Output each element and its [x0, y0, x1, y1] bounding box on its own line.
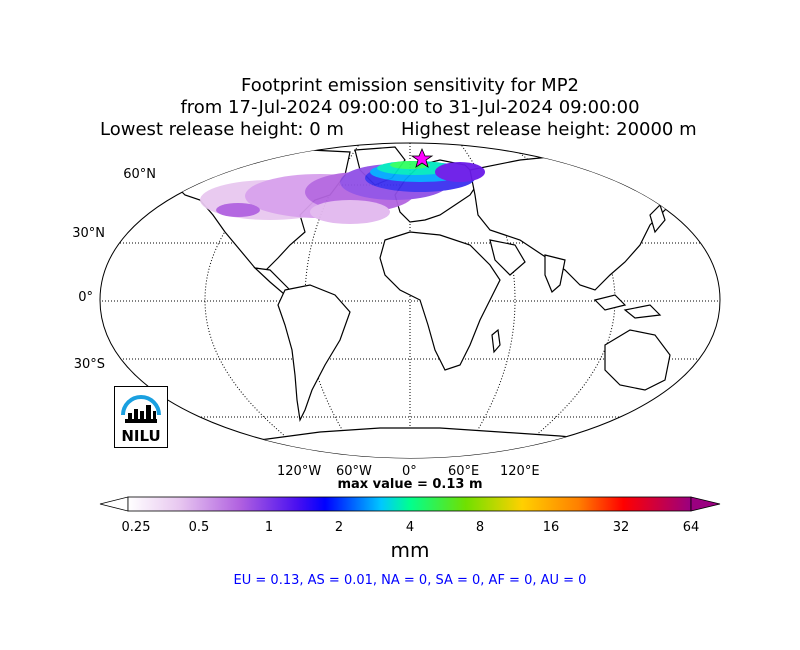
colorbar-tick: 4 [405, 520, 415, 535]
colorbar-tick: 1 [264, 520, 274, 535]
max-value-label: max value = 0.13 m [337, 477, 483, 492]
plot-title-line3: Lowest release height: 0 m Highest relea… [100, 119, 740, 141]
colorbar-low-extension [99, 496, 129, 512]
lon-label-0: 0° [402, 464, 417, 479]
lon-label-120w: 120°W [277, 464, 322, 479]
colorbar-high-extension [690, 496, 721, 512]
colorbar-tick: 8 [475, 520, 485, 535]
lat-label-30n: 30°N [72, 226, 105, 241]
colorbar-units: mm [390, 538, 430, 562]
colorbar-tick: 0.5 [188, 520, 210, 535]
colorbar-tick: 32 [612, 520, 630, 535]
regional-stats: EU = 0.13, AS = 0.01, NA = 0, SA = 0, AF… [233, 573, 587, 588]
colorbar-tick: 0.25 [121, 520, 151, 535]
colorbar-tick: 16 [542, 520, 560, 535]
logo-text: NILU [121, 427, 161, 445]
lon-label-120e: 120°E [500, 464, 540, 479]
lon-label-60e: 60°E [448, 464, 480, 479]
lowest-release-height: Lowest release height: 0 m [100, 119, 344, 140]
lon-label-60w: 60°W [336, 464, 372, 479]
lat-label-30s: 30°S [73, 357, 105, 372]
logo-graphic [121, 395, 161, 423]
colorbar-gradient [127, 496, 692, 512]
highest-release-height: Highest release height: 20000 m [401, 119, 697, 140]
plot-title-line1: Footprint emission sensitivity for MP2 [240, 75, 579, 96]
lat-label-0: 0° [78, 290, 93, 305]
star-icon [410, 147, 434, 168]
colorbar-tick: 2 [334, 520, 344, 535]
lat-label-60n: 60°N [123, 167, 156, 182]
sensitivity-plume [200, 161, 485, 224]
colorbar [99, 496, 721, 512]
nilu-logo: NILU [114, 386, 168, 448]
colorbar-tick: 64 [682, 520, 700, 535]
plot-title-line2: from 17-Jul-2024 09:00:00 to 31-Jul-2024… [180, 97, 640, 118]
